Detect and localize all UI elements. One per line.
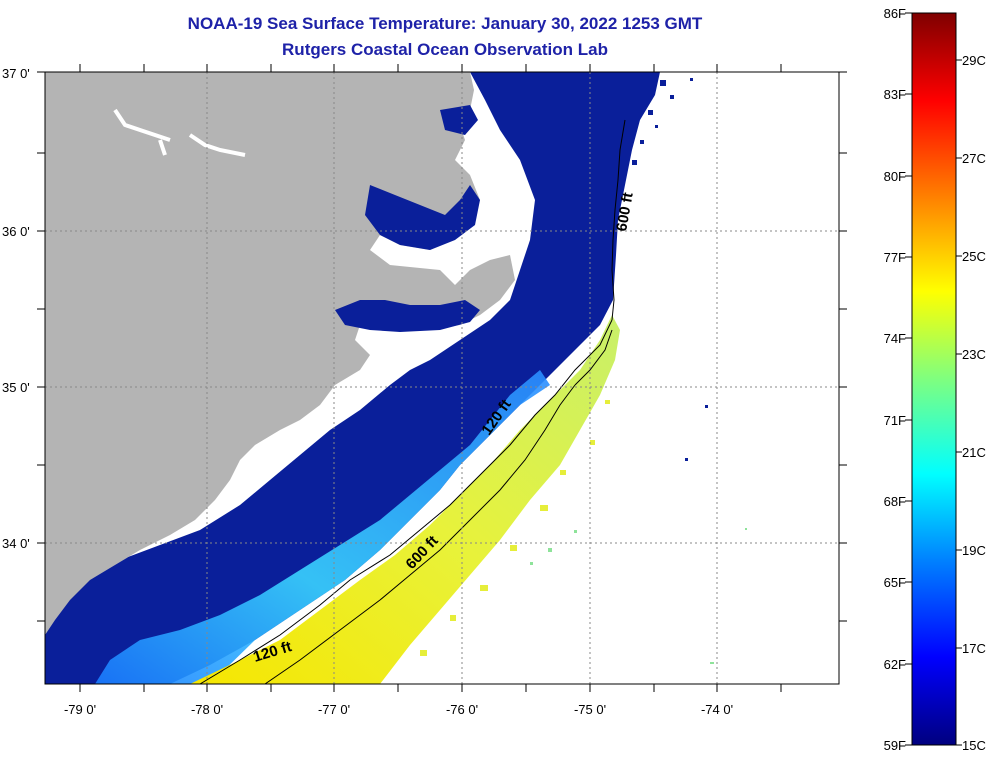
colorbar-ticks — [905, 12, 962, 746]
lat-label-36: 36 0' — [2, 224, 30, 239]
bathymetry-contours — [199, 119, 626, 684]
colorbar-c-label: 17C — [962, 641, 986, 656]
lon-label-74: -74 0' — [701, 702, 733, 717]
graticule — [45, 72, 839, 684]
lon-label-76: -76 0' — [446, 702, 478, 717]
colorbar-f-label: 86F — [884, 6, 906, 21]
lat-label-35: 35 0' — [2, 380, 30, 395]
lon-label-78: -78 0' — [191, 702, 223, 717]
cold-water-speckle — [632, 78, 708, 461]
lon-label-79: -79 0' — [64, 702, 96, 717]
lon-label-75: -75 0' — [574, 702, 606, 717]
colorbar-c-label: 25C — [962, 249, 986, 264]
colorbar-f-label: 62F — [884, 657, 906, 672]
colorbar-c-label: 19C — [962, 543, 986, 558]
colorbar-f-label: 83F — [884, 87, 906, 102]
colorbar-f-label: 80F — [884, 169, 906, 184]
colorbar — [911, 12, 957, 746]
colorbar-c-label: 21C — [962, 445, 986, 460]
albemarle-sound — [440, 105, 478, 135]
cold-water-region — [45, 72, 660, 684]
colorbar-c-label: 15C — [962, 738, 986, 753]
colorbar-f-label: 74F — [884, 331, 906, 346]
shelf-water-region — [95, 370, 550, 684]
lat-label-34: 34 0' — [2, 536, 30, 551]
contour-label-600ft-north: 600 ft — [613, 191, 637, 233]
colorbar-f-label: 59F — [884, 738, 906, 753]
plot-frame — [44, 71, 840, 685]
colorbar-c-label: 23C — [962, 347, 986, 362]
colorbar-c-label: 27C — [962, 151, 986, 166]
inland-rivers — [113, 108, 246, 157]
colorbar-c-label: 29C — [962, 53, 986, 68]
neuse-river — [335, 300, 480, 332]
map-title: NOAA-19 Sea Surface Temperature: January… — [187, 14, 703, 33]
gulf-stream-green-speckle — [530, 528, 747, 664]
axis-ticks — [37, 64, 847, 692]
map-subtitle: Rutgers Coastal Ocean Observation Lab — [282, 40, 608, 59]
gulf-stream-region — [190, 315, 620, 684]
gulf-stream-speckle — [420, 400, 610, 656]
colorbar-f-label: 65F — [884, 575, 906, 590]
pamlico-sound — [365, 185, 480, 250]
colorbar-f-label: 68F — [884, 494, 906, 509]
lat-label-37: 37 0' — [2, 66, 30, 81]
lon-label-77: -77 0' — [318, 702, 350, 717]
colorbar-f-label: 71F — [884, 413, 906, 428]
colorbar-f-label: 77F — [884, 250, 906, 265]
